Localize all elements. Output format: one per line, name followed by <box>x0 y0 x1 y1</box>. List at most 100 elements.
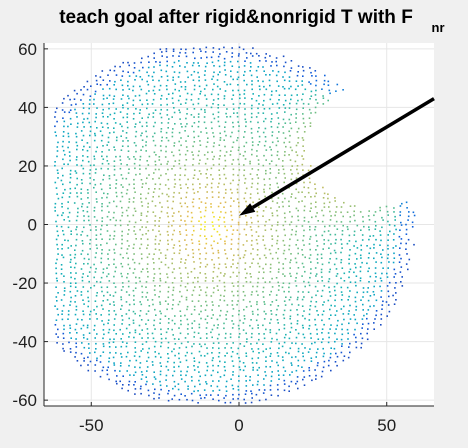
data-point <box>135 144 137 147</box>
data-point <box>103 323 105 326</box>
data-point <box>81 279 84 282</box>
data-point <box>67 239 69 242</box>
data-point <box>185 248 187 250</box>
data-point <box>167 195 170 198</box>
data-point <box>229 83 232 86</box>
data-point <box>82 172 85 175</box>
data-point <box>386 257 389 260</box>
data-point <box>238 211 241 213</box>
data-point <box>86 324 89 327</box>
data-point <box>57 328 59 331</box>
data-point <box>103 294 105 297</box>
data-point <box>178 159 181 162</box>
data-point <box>180 370 182 373</box>
data-point <box>106 373 109 376</box>
data-point <box>238 46 241 49</box>
data-point <box>133 384 135 386</box>
data-point <box>275 164 278 167</box>
data-point <box>289 261 291 264</box>
data-point <box>82 313 85 316</box>
data-point <box>199 144 202 146</box>
data-point <box>146 267 148 270</box>
data-point <box>257 324 259 326</box>
data-point <box>321 263 324 266</box>
data-point <box>304 270 306 273</box>
data-point <box>165 137 168 139</box>
data-point <box>154 109 157 111</box>
data-point <box>256 301 258 303</box>
data-point <box>206 263 209 266</box>
data-point <box>276 308 278 311</box>
data-point <box>74 249 76 251</box>
data-point <box>250 216 252 219</box>
data-point <box>310 202 312 205</box>
data-point <box>367 299 370 302</box>
data-point <box>295 230 297 233</box>
data-point <box>225 318 228 320</box>
data-point <box>263 333 265 335</box>
data-point <box>122 130 124 132</box>
data-point <box>264 140 267 143</box>
data-point <box>160 345 162 348</box>
data-point <box>147 319 150 321</box>
data-point <box>244 70 246 73</box>
data-point <box>386 272 388 275</box>
data-point <box>74 170 77 172</box>
data-point <box>226 229 228 232</box>
data-point <box>401 285 404 287</box>
data-point <box>140 378 143 380</box>
data-point <box>93 155 95 158</box>
data-point <box>115 191 118 194</box>
data-point <box>148 188 150 190</box>
data-point <box>109 294 111 296</box>
data-point <box>310 268 312 270</box>
data-point <box>278 158 280 160</box>
data-point <box>310 357 313 359</box>
data-point <box>160 388 162 391</box>
data-point <box>160 108 162 111</box>
data-point <box>76 156 78 158</box>
data-point <box>269 74 271 76</box>
data-point <box>134 341 137 343</box>
data-point <box>328 286 330 289</box>
data-point <box>237 385 239 388</box>
data-point <box>180 205 183 208</box>
data-point <box>145 226 147 229</box>
data-point <box>154 160 157 163</box>
data-point <box>101 197 103 199</box>
data-point <box>289 223 291 226</box>
data-point <box>193 108 196 110</box>
data-point <box>250 305 252 307</box>
data-point <box>309 348 311 350</box>
data-point <box>184 220 186 222</box>
data-point <box>206 56 208 59</box>
data-point <box>356 247 359 249</box>
data-point <box>333 347 336 350</box>
data-point <box>290 362 293 364</box>
data-point <box>187 366 189 368</box>
data-point <box>134 79 136 81</box>
data-point <box>316 253 319 256</box>
data-point <box>288 282 291 285</box>
data-point <box>301 366 303 368</box>
data-point <box>275 299 278 301</box>
data-point <box>223 81 226 83</box>
y-tick-label: 60 <box>18 40 37 59</box>
data-point <box>200 57 202 59</box>
data-point <box>192 183 194 186</box>
data-point <box>147 351 149 354</box>
data-point <box>191 300 194 302</box>
data-point <box>204 65 207 68</box>
data-point <box>250 132 253 134</box>
data-point <box>174 174 176 176</box>
data-point <box>320 253 323 256</box>
data-point <box>264 136 267 138</box>
data-point <box>349 304 351 307</box>
data-point <box>198 162 200 165</box>
data-point <box>230 248 232 250</box>
data-point <box>295 261 298 264</box>
data-point <box>108 94 111 97</box>
data-point <box>112 238 115 240</box>
data-point <box>154 188 156 190</box>
data-point <box>179 361 182 363</box>
